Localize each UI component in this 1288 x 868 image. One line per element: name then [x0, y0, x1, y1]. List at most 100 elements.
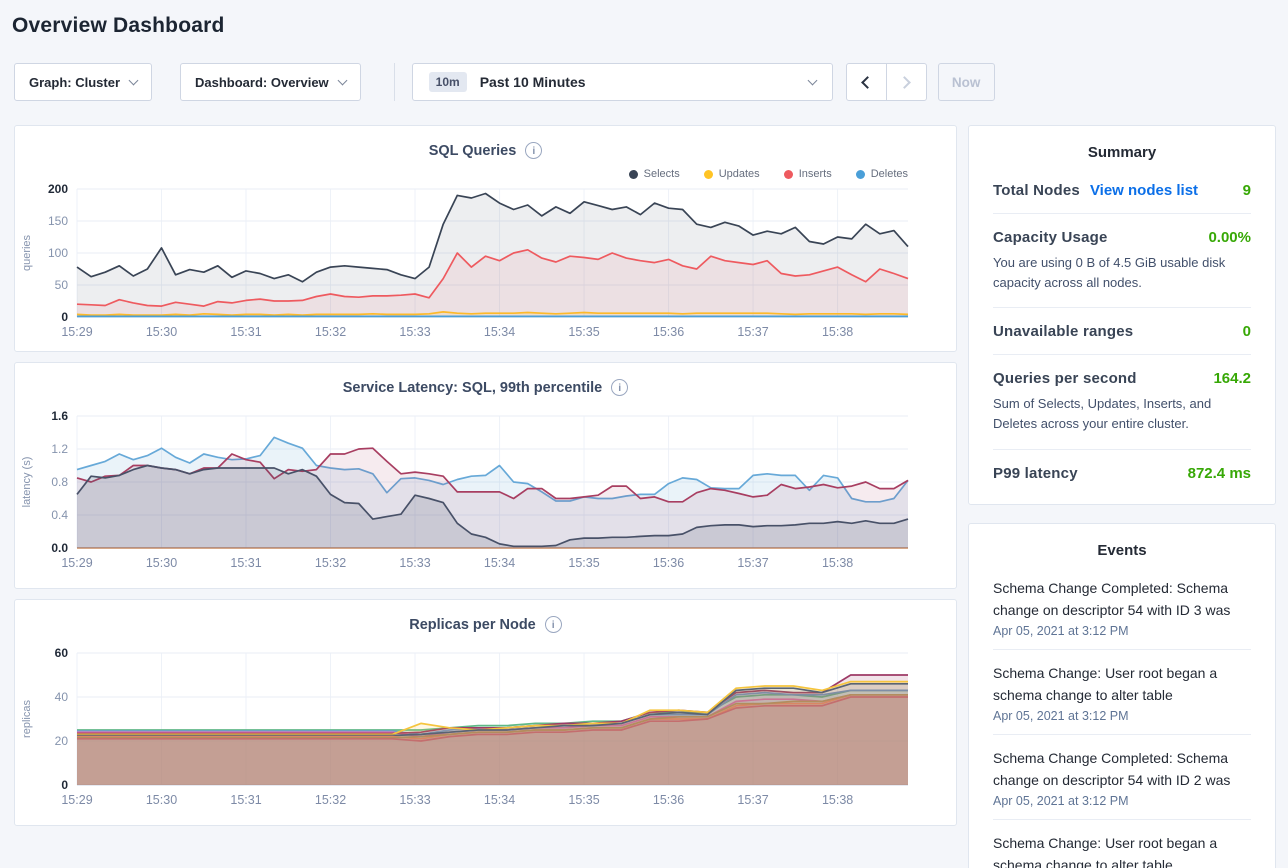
- total-nodes-value: 9: [1242, 182, 1251, 199]
- capacity-usage-value: 0.00%: [1208, 229, 1251, 246]
- info-icon[interactable]: i: [611, 379, 629, 396]
- svg-text:15:32: 15:32: [315, 556, 346, 570]
- event-list-item: Schema Change: User root began a schema …: [993, 820, 1251, 868]
- svg-text:15:33: 15:33: [399, 793, 430, 807]
- chevron-down-icon: [807, 75, 818, 85]
- charts-column: SQL Queries i Selects Updates Inserts Delet…: [14, 125, 957, 836]
- svg-text:15:34: 15:34: [484, 793, 515, 807]
- summary-row-p99: P99 latency 872.4 ms: [993, 450, 1251, 496]
- event-message: Schema Change: User root began a schema …: [993, 664, 1218, 703]
- svg-text:1.6: 1.6: [51, 409, 68, 423]
- capacity-usage-subtext: You are using 0 B of 4.5 GiB usable disk…: [993, 255, 1226, 291]
- event-message: Schema Change Completed: Schema change o…: [993, 749, 1231, 788]
- svg-text:15:33: 15:33: [399, 325, 430, 339]
- time-range-label: Past 10 Minutes: [479, 74, 586, 90]
- p99-latency-label: P99 latency: [993, 464, 1078, 482]
- svg-text:15:35: 15:35: [568, 556, 599, 570]
- event-list-item: Schema Change Completed: Schema change o…: [993, 565, 1251, 650]
- svg-text:15:32: 15:32: [315, 325, 346, 339]
- chevron-right-icon: [898, 75, 912, 89]
- time-back-button[interactable]: [845, 63, 887, 101]
- chevron-down-icon: [337, 75, 348, 85]
- graph-dropdown[interactable]: Graph: Cluster: [14, 63, 153, 101]
- service-latency-chart[interactable]: 15:29 15:30 15:31 15:32 15:33 15:34 15:35 15:36…: [15, 396, 956, 588]
- main-content: SQL Queries i Selects Updates Inserts Delet…: [14, 125, 1276, 868]
- svg-text:100: 100: [48, 246, 68, 260]
- legend-dot-icon: [783, 169, 793, 179]
- svg-text:15:38: 15:38: [822, 325, 853, 339]
- svg-text:replicas: replicas: [21, 700, 33, 738]
- svg-text:40: 40: [55, 690, 69, 704]
- toolbar: Graph: Cluster Dashboard: Overview 10m P…: [14, 63, 1288, 101]
- svg-text:15:30: 15:30: [146, 793, 177, 807]
- sql-queries-chart[interactable]: 15:29 15:30 15:31 15:32 15:33 15:34 15:35 15:36…: [15, 181, 956, 351]
- time-step-buttons: [845, 63, 927, 101]
- chevron-left-icon: [861, 75, 875, 89]
- svg-text:50: 50: [55, 278, 69, 292]
- legend-label: Deletes: [870, 168, 908, 180]
- svg-text:200: 200: [48, 182, 68, 196]
- svg-text:queries: queries: [21, 234, 33, 271]
- legend-item-inserts[interactable]: Inserts: [783, 167, 832, 181]
- info-icon[interactable]: i: [544, 616, 562, 633]
- summary-row-total-nodes: Total Nodes View nodes list 9: [993, 167, 1251, 214]
- svg-text:15:37: 15:37: [737, 793, 768, 807]
- chart-title: Replicas per Node: [409, 616, 536, 633]
- svg-text:15:36: 15:36: [653, 793, 684, 807]
- info-icon[interactable]: i: [525, 142, 543, 159]
- svg-text:15:34: 15:34: [484, 556, 515, 570]
- summary-row-capacity: Capacity Usage 0.00% You are using 0 B o…: [993, 214, 1251, 309]
- events-title: Events: [1097, 541, 1147, 559]
- qps-subtext: Sum of Selects, Updates, Inserts, and De…: [993, 396, 1212, 432]
- event-timestamp: Apr 05, 2021 at 3:12 PM: [993, 623, 1129, 638]
- event-list-item: Schema Change Completed: Schema change o…: [993, 735, 1251, 820]
- chevron-down-icon: [128, 75, 139, 85]
- service-latency-chart-card: Service Latency: SQL, 99th percentile i …: [14, 362, 957, 589]
- svg-text:150: 150: [48, 214, 68, 228]
- now-button-disabled[interactable]: Now: [937, 63, 995, 101]
- event-message: Schema Change: User root began a schema …: [993, 834, 1218, 868]
- chart-title: Service Latency: SQL, 99th percentile: [342, 379, 603, 396]
- svg-text:15:36: 15:36: [653, 325, 684, 339]
- svg-text:15:29: 15:29: [61, 793, 92, 807]
- svg-text:15:38: 15:38: [822, 556, 853, 570]
- svg-text:15:37: 15:37: [737, 556, 768, 570]
- view-nodes-list-link[interactable]: View nodes list: [1089, 182, 1199, 199]
- svg-text:1.2: 1.2: [51, 442, 68, 456]
- sql-queries-chart-card: SQL Queries i Selects Updates Inserts Delet…: [14, 125, 957, 352]
- svg-text:0.0: 0.0: [51, 541, 68, 555]
- time-range-badge: 10m: [428, 72, 467, 92]
- svg-text:15:31: 15:31: [230, 325, 261, 339]
- event-list-item: Schema Change: User root began a schema …: [993, 650, 1251, 735]
- unavailable-ranges-label: Unavailable ranges: [993, 323, 1134, 341]
- svg-text:15:31: 15:31: [230, 556, 261, 570]
- time-range-dropdown[interactable]: 10m Past 10 Minutes: [411, 63, 833, 101]
- svg-text:15:33: 15:33: [399, 556, 430, 570]
- total-nodes-label: Total Nodes: [993, 182, 1080, 199]
- svg-text:0.8: 0.8: [51, 475, 68, 489]
- qps-label: Queries per second: [993, 370, 1137, 388]
- replicas-per-node-chart[interactable]: 15:29 15:30 15:31 15:32 15:33 15:34 15:35 15:36…: [15, 633, 956, 825]
- qps-value: 164.2: [1213, 370, 1251, 388]
- legend-dot-icon: [855, 169, 865, 179]
- svg-text:0: 0: [61, 310, 68, 324]
- chart-title: SQL Queries: [428, 142, 517, 159]
- svg-text:15:38: 15:38: [822, 793, 853, 807]
- page-title: Overview Dashboard: [12, 14, 225, 37]
- dashboard-dropdown[interactable]: Dashboard: Overview: [180, 63, 361, 101]
- legend-dot-icon: [703, 169, 713, 179]
- legend-item-updates[interactable]: Updates: [703, 167, 760, 181]
- summary-card: Summary Total Nodes View nodes list 9 Ca…: [968, 125, 1276, 505]
- legend-label: Selects: [643, 168, 680, 180]
- svg-text:latency (s): latency (s): [21, 457, 33, 508]
- events-card: Events Schema Change Completed: Schema c…: [968, 522, 1276, 868]
- legend-item-deletes[interactable]: Deletes: [855, 167, 908, 181]
- graph-dropdown-label: Graph: Cluster: [29, 74, 121, 90]
- svg-text:15:30: 15:30: [146, 556, 177, 570]
- summary-row-unavailable-ranges: Unavailable ranges 0: [993, 308, 1251, 356]
- legend-item-selects[interactable]: Selects: [628, 167, 680, 181]
- svg-text:15:29: 15:29: [61, 556, 92, 570]
- svg-text:60: 60: [55, 646, 69, 660]
- time-forward-button-disabled[interactable]: [885, 63, 927, 101]
- summary-title: Summary: [1087, 144, 1157, 161]
